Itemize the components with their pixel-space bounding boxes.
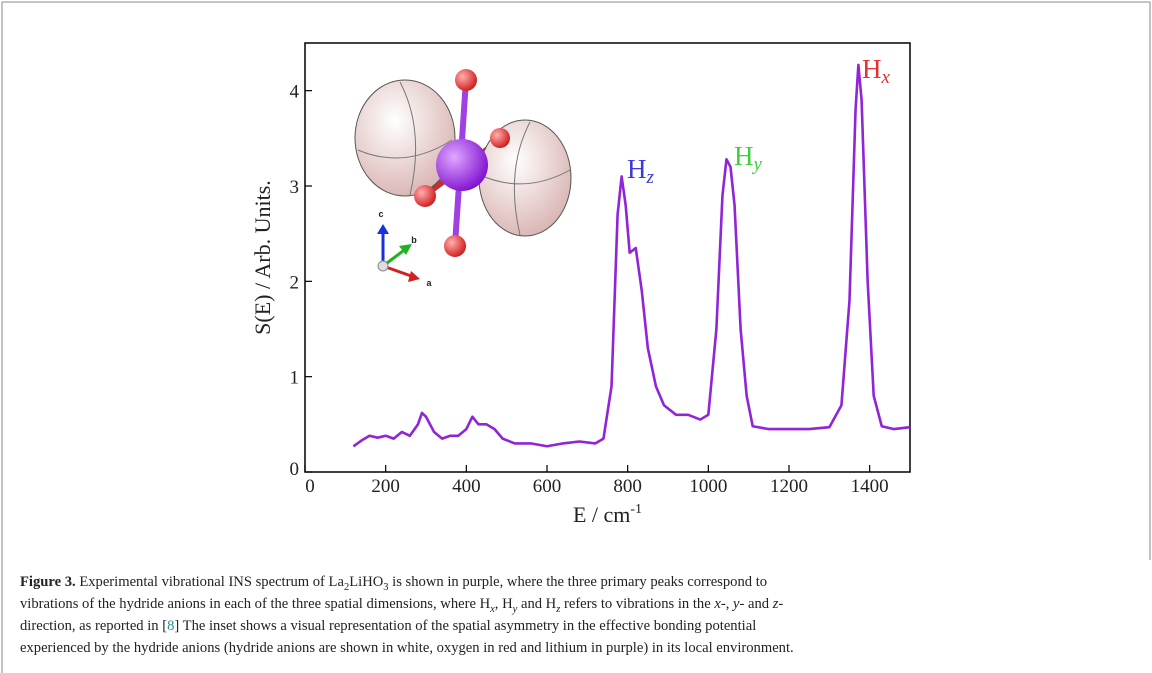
caption-text: direction, as reported in [ (20, 618, 167, 634)
caption-text: experienced by the hydride anions (hydri… (20, 640, 794, 656)
x-tick-label: 1400 (851, 476, 889, 497)
y-tick-label: 4 (290, 82, 300, 103)
peak-label-sub: x (881, 67, 891, 88)
caption-text: , H (495, 596, 513, 612)
caption-text: Experimental vibrational INS spectrum of… (76, 574, 345, 590)
plot-frame (304, 42, 911, 473)
caption-text: x (713, 596, 721, 612)
y-tick-label: 1 (290, 368, 300, 389)
y-tick-label: 3 (290, 177, 300, 198)
spectrum-line (352, 63, 911, 448)
x-tick-label: 800 (613, 476, 642, 497)
peak-label: Hx (862, 54, 891, 88)
peak-label-text: H (862, 54, 882, 84)
y-axis-label: S(E) / Arb. Units. (250, 180, 275, 335)
y-tick-label: 0 (290, 459, 300, 480)
caption-text: y (512, 604, 518, 615)
caption-line: Figure 3. Experimental vibrational INS s… (20, 574, 767, 593)
peak-label: Hz (627, 154, 655, 188)
caption-text: -, (721, 596, 733, 612)
caption-text: vibrations of the hydride anions in each… (20, 596, 491, 612)
x-tick-label: 200 (371, 476, 400, 497)
x-axis-label-sup: -1 (630, 502, 642, 517)
caption-line: direction, as reported in [8] The inset … (20, 618, 756, 634)
x-tick-label: 600 (533, 476, 562, 497)
inset-axis-label: a (426, 278, 432, 288)
caption-text: Figure 3. (20, 574, 76, 590)
peak-label-text: H (734, 141, 754, 171)
caption-text: LiHO (349, 574, 383, 590)
peak-label-sub: y (752, 154, 763, 175)
caption-text: - (778, 596, 783, 612)
x-axis-label: E / cm-1 (573, 502, 642, 527)
y-tick-label: 2 (290, 272, 300, 293)
caption-text: ] The inset shows a visual representatio… (174, 618, 756, 634)
inset-axis-label: c (378, 209, 383, 219)
caption-text: x (489, 604, 495, 615)
x-tick-label: 0 (305, 476, 315, 497)
caption-text: 3 (383, 582, 388, 593)
peak-label-sub: z (646, 167, 655, 188)
x-axis-label-text: E / cm (573, 502, 630, 527)
caption-line: experienced by the hydride anions (hydri… (20, 640, 794, 656)
caption-text: is shown in purple, where the three prim… (389, 574, 768, 590)
caption-text: - and (739, 596, 772, 612)
citation-link[interactable]: 8 (167, 618, 174, 634)
caption-line: vibrations of the hydride anions in each… (20, 596, 783, 615)
x-tick-label: 400 (452, 476, 481, 497)
caption-text: refers to vibrations in the (560, 596, 714, 612)
caption-text: z (772, 596, 779, 612)
peak-label: Hy (734, 141, 763, 175)
inset (354, 69, 572, 282)
caption-text: y (731, 596, 740, 612)
caption-text: and H (517, 596, 556, 612)
caption-text: z (555, 604, 560, 615)
caption-text: 2 (344, 582, 349, 593)
x-tick-label: 1200 (770, 476, 808, 497)
inset-axis-label: b (411, 235, 417, 245)
peak-label-text: H (627, 154, 647, 184)
x-tick-label: 1000 (689, 476, 727, 497)
